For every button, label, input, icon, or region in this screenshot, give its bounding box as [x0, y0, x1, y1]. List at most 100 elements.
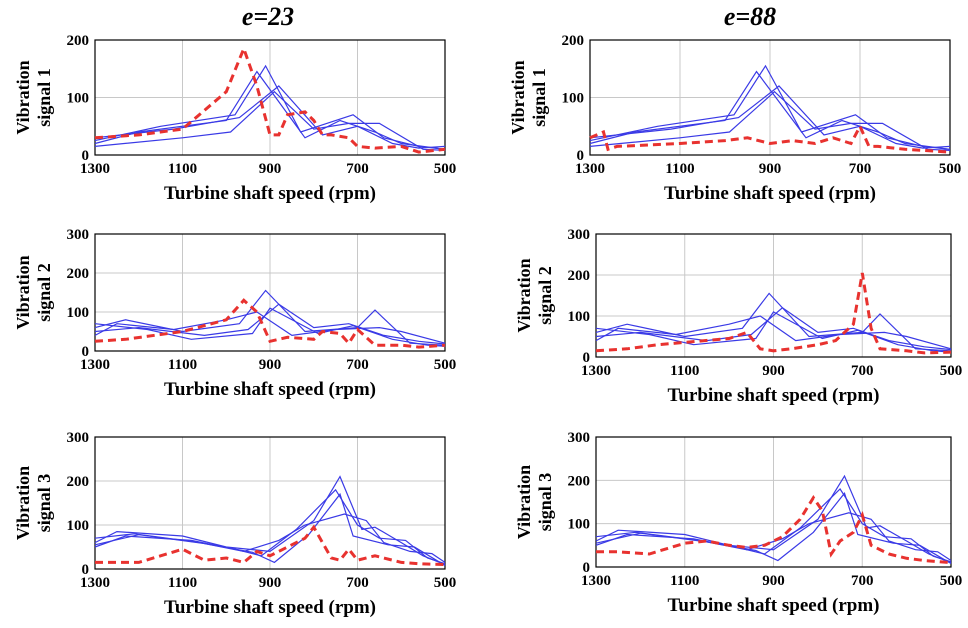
x-tick-label: 1100 — [168, 357, 197, 373]
highlight-series-line — [95, 524, 446, 567]
reference-series-line-4 — [595, 315, 952, 350]
x-tick-label: 1300 — [80, 161, 110, 177]
y-axis-label-line: Vibration — [514, 258, 534, 332]
reference-series-line-2 — [589, 64, 951, 150]
reference-series-line-1 — [595, 292, 952, 352]
x-tick-label: 500 — [434, 357, 457, 373]
y-axis-label: Vibrationsignal 2 — [514, 258, 555, 332]
chart-panel-middle-left: 1300 1100 900 700 500 0 100 200 300 Turbine shaft… — [13, 227, 457, 400]
plot-frame — [595, 233, 952, 358]
x-tick-label: 700 — [346, 161, 369, 177]
y-tick-label: 200 — [67, 474, 90, 490]
highlight-series-line — [94, 298, 446, 349]
reference-series-line-4 — [94, 311, 446, 344]
reference-series-line-3 — [94, 90, 446, 151]
y-axis-label: Vibrationsignal 1 — [508, 60, 549, 134]
y-axis-label-line: Vibration — [13, 255, 33, 329]
y-axis-label-line: signal 2 — [34, 263, 54, 322]
y-tick-label: 0 — [577, 148, 585, 164]
x-tick-label: 1300 — [581, 363, 611, 379]
x-tick-label: 500 — [939, 161, 962, 177]
x-axis-label: Turbine shaft speed (rpm) — [164, 597, 376, 618]
x-axis-label: Turbine shaft speed (rpm) — [164, 379, 376, 400]
y-tick-label: 300 — [568, 227, 591, 243]
y-axis-label-line: Vibration — [514, 465, 534, 539]
y-tick-label: 300 — [67, 227, 90, 243]
column-title-left: e=23 — [241, 2, 295, 31]
y-tick-label: 0 — [82, 562, 90, 578]
y-tick-label: 100 — [568, 517, 591, 533]
x-tick-label: 900 — [762, 573, 785, 589]
y-tick-label: 200 — [568, 473, 591, 489]
y-axis-label-line: signal 2 — [535, 266, 555, 325]
y-axis-label-line: Vibration — [508, 60, 528, 134]
x-axis-label: Turbine shaft speed (rpm) — [664, 183, 876, 204]
x-tick-label: 700 — [346, 357, 369, 373]
x-tick-label: 500 — [940, 363, 963, 379]
y-tick-label: 300 — [568, 430, 591, 446]
plot-frame — [589, 39, 951, 156]
x-axis-label: Turbine shaft speed (rpm) — [667, 595, 879, 616]
reference-series-line-3 — [94, 307, 446, 347]
x-tick-label: 1300 — [575, 161, 605, 177]
reference-series-line-3 — [589, 90, 951, 151]
y-tick-label: 100 — [568, 309, 591, 325]
reference-series-line-2 — [94, 303, 446, 345]
y-tick-label: 200 — [568, 268, 591, 284]
chart-panel-bottom-left: 1300 1100 900 700 500 0 100 200 300 Turbine shaft… — [13, 430, 457, 618]
x-tick-label: 700 — [346, 575, 369, 591]
x-tick-label: 1100 — [168, 161, 197, 177]
chart-panel-top-right: 1300 1100 900 700 500 0 100 200 Turbine shaft sp… — [508, 33, 962, 204]
y-axis-label-line: Vibration — [13, 60, 33, 134]
x-axis-label: Turbine shaft speed (rpm) — [164, 183, 376, 204]
y-axis-label: Vibrationsignal 2 — [13, 255, 54, 329]
x-tick-label: 1300 — [80, 575, 110, 591]
chart-panel-top-left: 1300 1100 900 700 500 0 100 200 Turbine shaft sp… — [13, 33, 457, 204]
x-tick-label: 1100 — [168, 575, 197, 591]
highlight-series-line — [596, 494, 952, 565]
y-axis-label: Vibrationsignal 3 — [514, 465, 555, 539]
plot-frame — [94, 436, 446, 570]
y-tick-label: 200 — [562, 33, 585, 49]
x-tick-label: 500 — [434, 161, 457, 177]
y-axis-label-line: signal 3 — [535, 473, 555, 532]
y-axis-label-line: signal 1 — [529, 68, 549, 127]
y-tick-label: 300 — [67, 430, 90, 446]
column-title-right: e=88 — [723, 2, 777, 31]
x-tick-label: 700 — [849, 161, 872, 177]
x-tick-label: 500 — [940, 573, 963, 589]
highlight-series-line — [595, 272, 952, 355]
reference-series-line-4 — [595, 492, 952, 565]
plot-frame — [94, 233, 446, 352]
reference-series-line-2 — [94, 64, 446, 150]
x-tick-label: 900 — [259, 357, 282, 373]
reference-series-line-2 — [595, 307, 952, 351]
y-axis-label-line: signal 1 — [34, 68, 54, 127]
y-tick-label: 200 — [67, 266, 90, 282]
plot-frame — [94, 39, 446, 156]
y-tick-label: 0 — [583, 350, 591, 366]
highlight-series-line — [94, 44, 446, 154]
y-tick-label: 100 — [67, 305, 90, 321]
reference-series-line-4 — [589, 85, 951, 149]
reference-series-line-3 — [595, 311, 952, 353]
x-tick-label: 500 — [434, 575, 457, 591]
y-axis-label-line: Vibration — [13, 466, 33, 540]
y-tick-label: 0 — [82, 344, 90, 360]
x-axis-label: Turbine shaft speed (rpm) — [667, 385, 879, 406]
y-tick-label: 200 — [67, 33, 90, 49]
y-tick-label: 100 — [562, 91, 585, 107]
y-tick-label: 100 — [67, 91, 90, 107]
y-tick-label: 100 — [67, 518, 90, 534]
x-tick-label: 1100 — [670, 363, 699, 379]
x-tick-label: 1100 — [670, 573, 699, 589]
reference-series-line-1 — [94, 289, 446, 346]
highlight-series-line — [589, 122, 951, 154]
x-tick-label: 900 — [762, 363, 785, 379]
x-tick-label: 1300 — [80, 357, 110, 373]
y-axis-label: Vibrationsignal 1 — [13, 60, 54, 134]
x-tick-label: 700 — [851, 363, 874, 379]
y-axis-label-line: signal 3 — [34, 474, 54, 533]
x-tick-label: 1300 — [581, 573, 611, 589]
x-tick-label: 900 — [259, 161, 282, 177]
